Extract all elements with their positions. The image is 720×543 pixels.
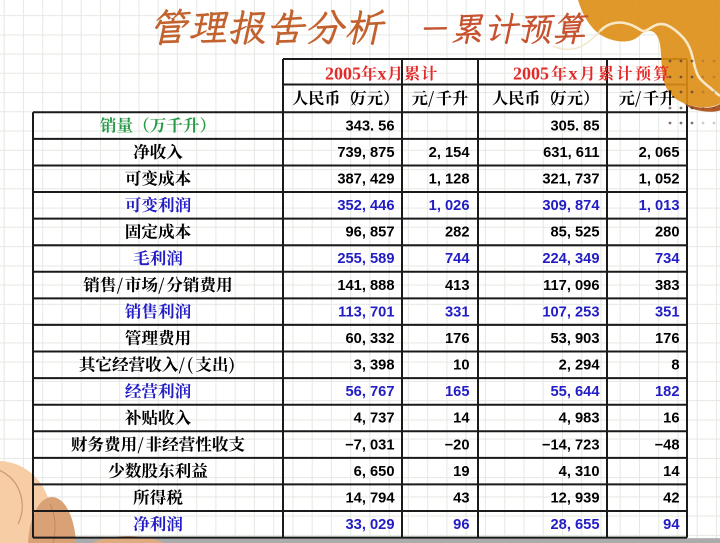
svg-text:739, 875: 739, 875 [337,145,394,161]
svg-text:1, 052: 1, 052 [639,172,680,188]
svg-text:107, 253: 107, 253 [542,304,599,320]
svg-text:96: 96 [453,517,469,533]
svg-text:−48: −48 [655,437,680,453]
svg-text:631, 611: 631, 611 [543,145,599,161]
svg-text:x: x [569,63,578,83]
svg-text:14: 14 [453,411,470,427]
svg-text:282: 282 [445,225,470,241]
svg-text:2, 065: 2, 065 [639,145,680,161]
svg-text:−7, 031: −7, 031 [345,437,394,453]
svg-text:2, 294: 2, 294 [559,358,601,374]
svg-text:734: 734 [655,251,680,267]
svg-text:4, 737: 4, 737 [354,411,395,427]
svg-text:−20: −20 [445,437,470,453]
svg-text:176: 176 [445,331,470,347]
svg-text:14, 794: 14, 794 [345,490,395,506]
svg-text:351: 351 [655,304,680,320]
svg-text:1, 026: 1, 026 [429,198,470,214]
svg-text:113, 701: 113, 701 [338,304,394,320]
svg-text:165: 165 [445,384,470,400]
svg-text:56, 767: 56, 767 [345,384,394,400]
svg-text:3, 398: 3, 398 [354,358,395,374]
svg-text:−14, 723: −14, 723 [542,437,600,453]
svg-text:43: 43 [453,490,469,506]
svg-text:1, 013: 1, 013 [639,198,680,214]
svg-text:321, 737: 321, 737 [542,172,599,188]
svg-text:16: 16 [663,411,679,427]
svg-text:96, 857: 96, 857 [345,225,394,241]
svg-text:331: 331 [445,304,470,320]
svg-text:117, 096: 117, 096 [543,278,599,294]
svg-text:224, 349: 224, 349 [542,251,599,267]
svg-text:4, 983: 4, 983 [559,411,600,427]
svg-text:280: 280 [655,225,680,241]
svg-text:2005: 2005 [325,63,361,83]
svg-text:744: 744 [445,251,470,267]
svg-text:10: 10 [453,358,469,374]
svg-text:55, 644: 55, 644 [550,384,600,400]
svg-text:352, 446: 352, 446 [337,198,394,214]
svg-text:6, 650: 6, 650 [354,464,395,480]
svg-text:8: 8 [671,358,679,374]
svg-text:305. 85: 305. 85 [550,118,599,134]
svg-text:309, 874: 309, 874 [542,198,600,214]
svg-text:53, 903: 53, 903 [550,331,599,347]
svg-text:2, 154: 2, 154 [429,145,471,161]
svg-text:60, 332: 60, 332 [345,331,394,347]
svg-text:33, 029: 33, 029 [345,517,394,533]
svg-text:12, 939: 12, 939 [550,490,599,506]
svg-text:2005: 2005 [513,63,549,83]
svg-text:42: 42 [663,490,679,506]
svg-text:28, 655: 28, 655 [550,517,599,533]
svg-text:343. 56: 343. 56 [345,118,394,134]
svg-text:387, 429: 387, 429 [337,172,394,188]
svg-text:255, 589: 255, 589 [337,251,394,267]
svg-text:182: 182 [655,384,680,400]
svg-text:1, 128: 1, 128 [429,172,470,188]
svg-text:141, 888: 141, 888 [337,278,394,294]
svg-text:85, 525: 85, 525 [550,225,599,241]
svg-text:x: x [378,63,387,83]
svg-text:14: 14 [663,464,680,480]
svg-text:383: 383 [655,278,680,294]
svg-text:19: 19 [453,464,469,480]
svg-text:4, 310: 4, 310 [559,464,600,480]
svg-text:176: 176 [655,331,680,347]
svg-text:94: 94 [663,517,680,533]
svg-text:413: 413 [445,278,470,294]
